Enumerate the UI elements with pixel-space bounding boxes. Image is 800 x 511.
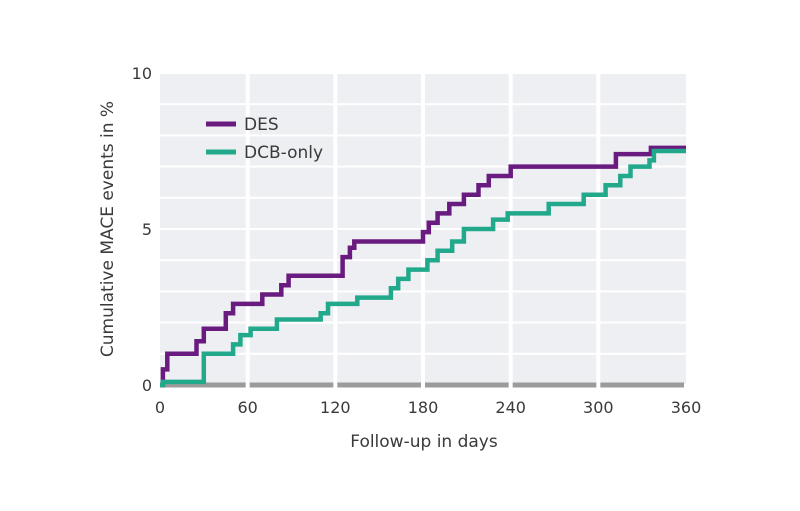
plot-background [160, 73, 686, 385]
x-tick-label: 300 [583, 398, 614, 417]
y-axis: 0 5 10 [132, 64, 152, 395]
x-tick-label: 120 [320, 398, 351, 417]
y-tick-label: 5 [142, 220, 152, 239]
legend-label-dcb-only: DCB-only [244, 143, 323, 163]
x-tick-label: 180 [408, 398, 439, 417]
y-tick-label: 0 [142, 376, 152, 395]
x-tick-label: 240 [495, 398, 526, 417]
y-tick-label: 10 [132, 64, 152, 83]
x-axis: 0 60 120 180 240 300 360 [155, 382, 702, 417]
series-line-des [160, 145, 686, 388]
x-tick-label: 0 [155, 398, 165, 417]
x-tick-label: 360 [671, 398, 702, 417]
y-axis-title: Cumulative MACE events in % [98, 101, 118, 357]
legend-label-des: DES [244, 115, 279, 135]
x-tick-label: 60 [237, 398, 257, 417]
series-line-dcb-only [160, 148, 686, 388]
x-axis-title: Follow-up in days [350, 432, 498, 452]
series-layer [160, 145, 686, 388]
legend: DES DCB-only [206, 115, 323, 163]
